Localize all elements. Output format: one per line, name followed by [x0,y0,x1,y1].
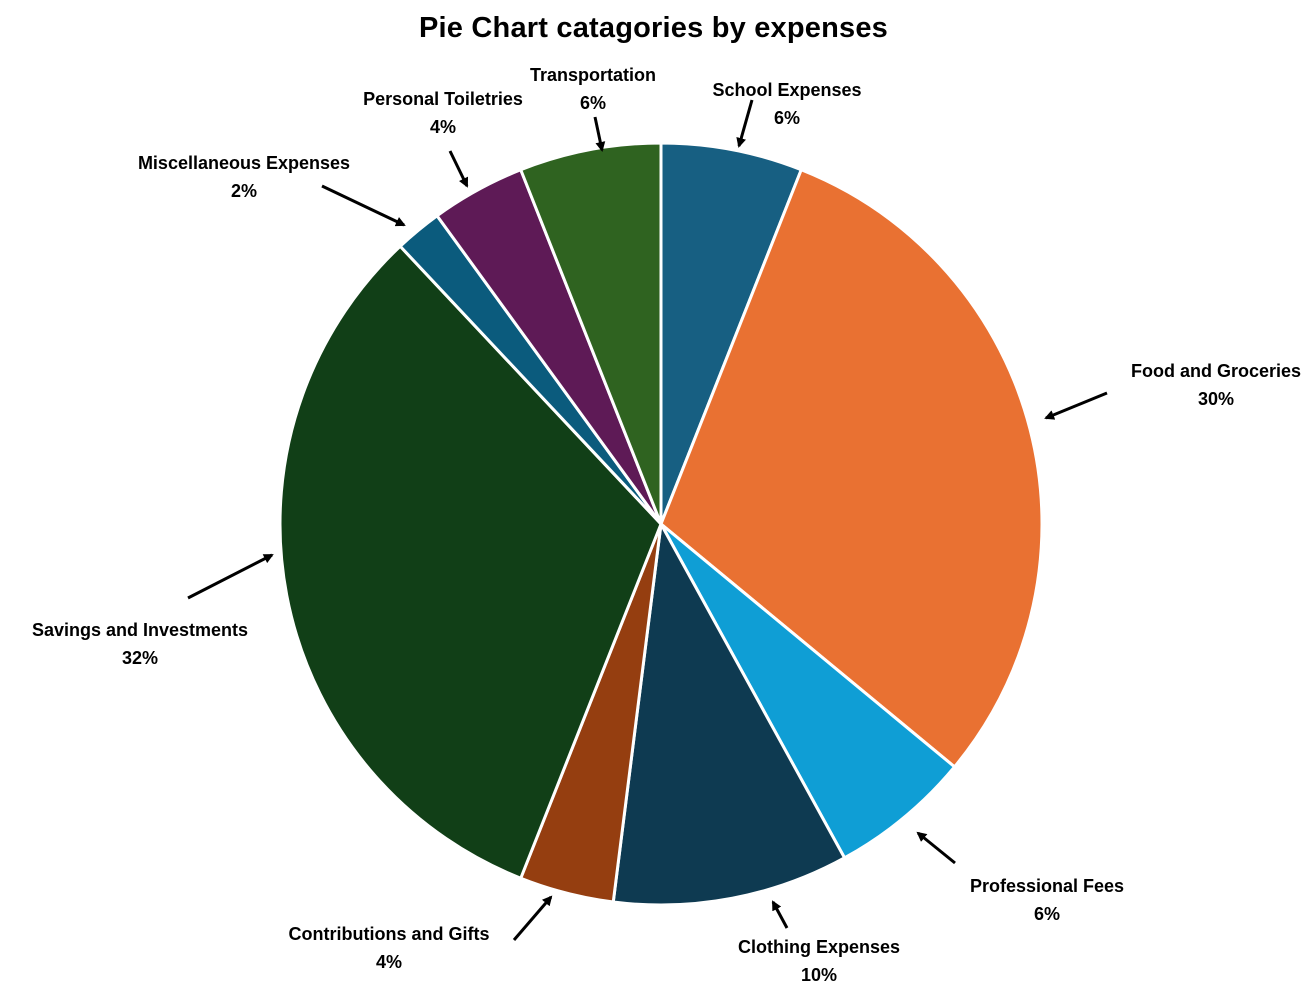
slice-label-name: Professional Fees [970,876,1124,896]
slice-label-value: 2% [231,181,257,201]
label-arrows [187,99,1108,941]
slice-label-value: 4% [376,952,402,972]
pie-slice-clothing-expenses [611,522,847,907]
slice-label-name: Transportation [530,65,656,85]
slice-labels: School Expenses 6% Food and Groceries 30% Pr… [32,65,1301,984]
chart-title: Pie Chart catagories by expenses [419,12,888,44]
slice-label-value: 10% [801,965,837,984]
slice-label-value: 32% [122,648,158,668]
leader-arrow [1044,391,1108,420]
slice-label-name: Savings and Investments [32,620,248,640]
slice-label-name: School Expenses [712,80,861,100]
leader-arrow [512,895,553,941]
leader-arrow [771,900,789,929]
slice-label-value: 6% [774,108,800,128]
slice-label-name: Contributions and Gifts [289,924,490,944]
slice-label-name: Clothing Expenses [738,937,900,957]
slice-label-value: 4% [430,117,456,137]
slice-label-name: Miscellaneous Expenses [138,153,350,173]
pie-slice-savings-and-investments [278,244,663,880]
pie-slice-school-expenses [659,141,803,526]
slice-label-name: Food and Groceries [1131,361,1301,381]
slice-label-value: 6% [1034,904,1060,924]
leader-arrow [736,99,754,148]
slice-label-value: 30% [1198,389,1234,409]
leader-arrow [187,553,274,600]
pie-slice-professional-fees [659,522,957,860]
leader-arrow [593,116,606,152]
leader-arrow [448,150,469,188]
leader-arrow [916,831,956,865]
pie-slices [278,141,1044,907]
slice-label-name: Personal Toiletries [363,89,523,109]
pie-slice-food-and-groceries [659,168,1044,769]
slice-label-value: 6% [580,93,606,113]
pie-slice-transportation [519,141,663,526]
leader-arrow [321,184,406,227]
